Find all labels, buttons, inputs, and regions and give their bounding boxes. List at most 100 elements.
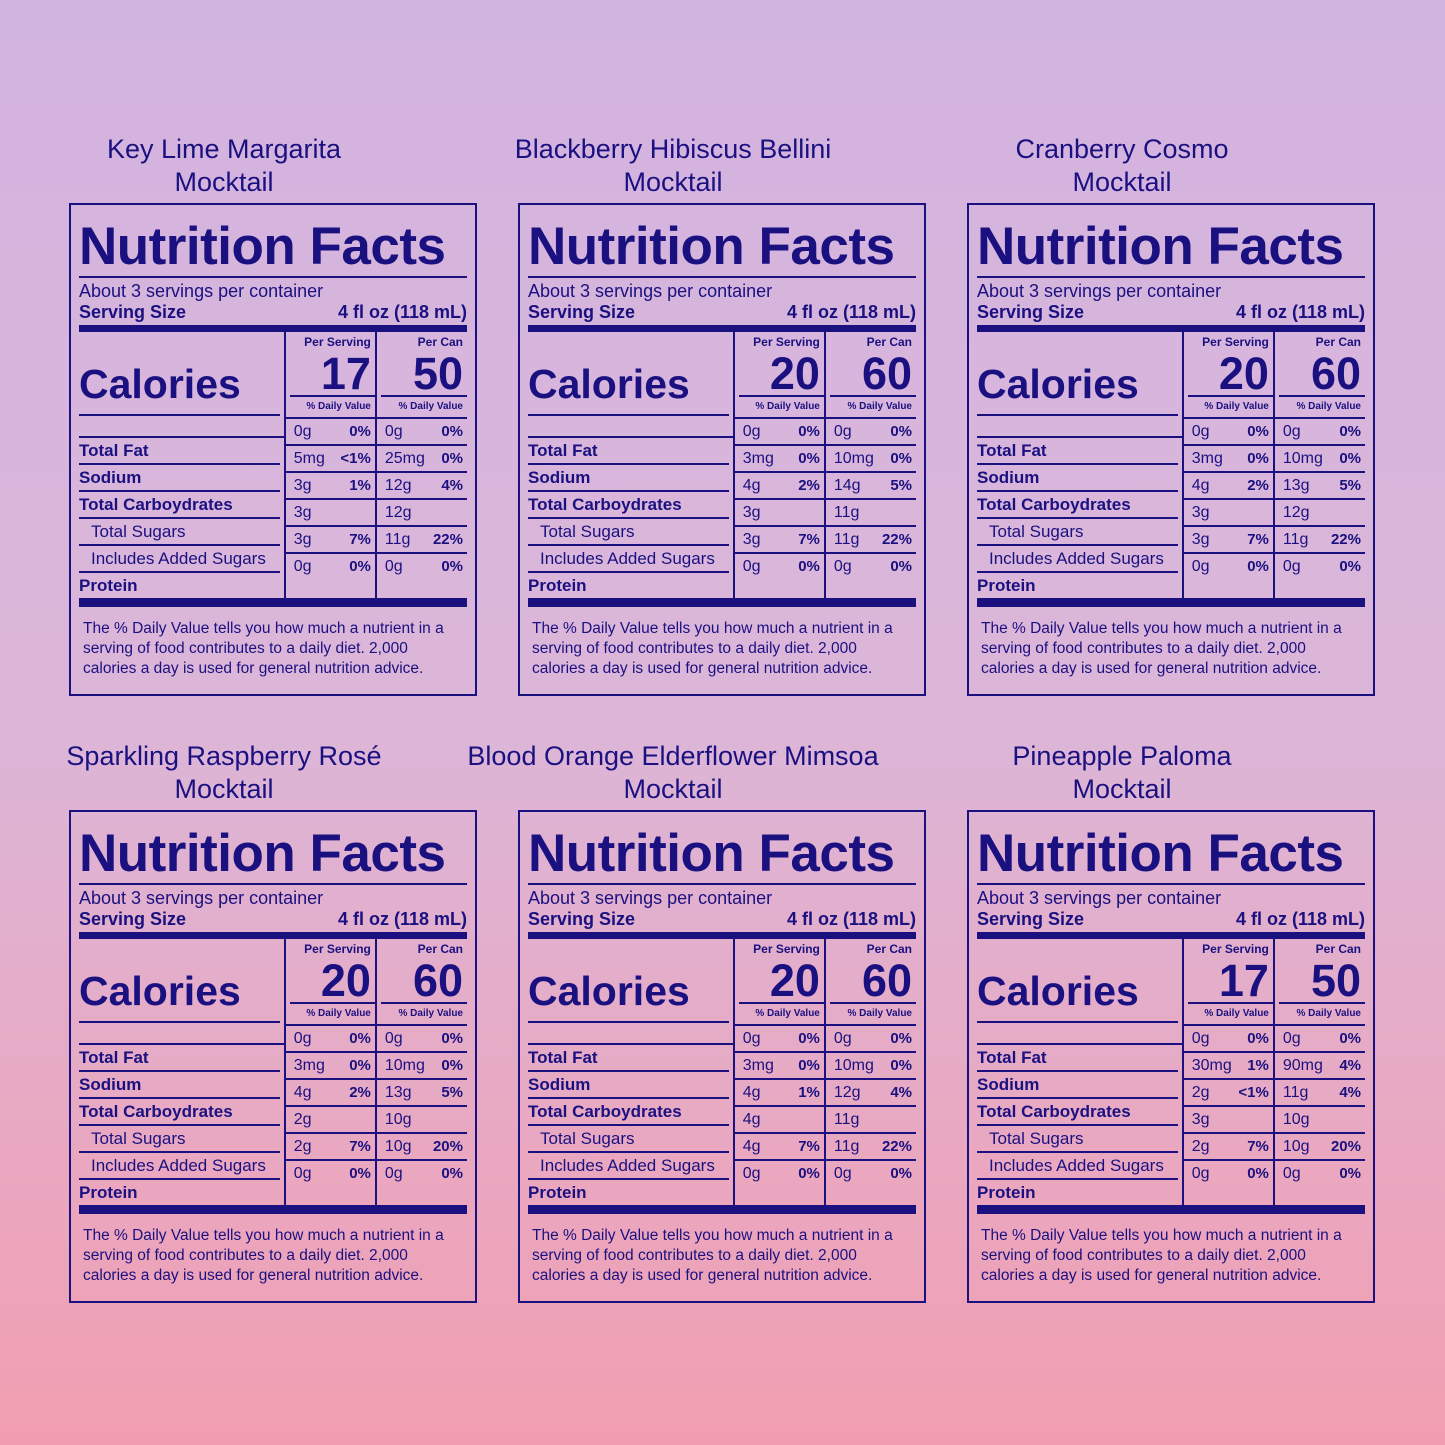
nutrient-value-row: 4g 2%	[285, 1080, 375, 1107]
amount: 3g	[293, 504, 312, 521]
percent: 7%	[349, 531, 371, 548]
nutrient-value-row: 10g	[1274, 1107, 1365, 1134]
percent: 22%	[432, 531, 463, 548]
nutrient-name: Protein	[977, 1183, 1036, 1202]
serving-size-row: Serving Size 4 fl oz (118 mL)	[977, 909, 1365, 939]
nutrient-name: Sodium	[977, 465, 1178, 492]
product-title-line1: Cranberry Cosmo	[1015, 134, 1229, 164]
percent: 0%	[1247, 423, 1269, 440]
amount: 0g	[742, 1030, 761, 1047]
nutrient-value-row: 10g 20%	[376, 1134, 467, 1161]
nutrient-value-row: 4g 2%	[1183, 473, 1273, 500]
percent: 7%	[1247, 1138, 1269, 1155]
amount: 13g	[384, 1084, 412, 1101]
calories-label: Calories	[79, 332, 280, 416]
percent: 0%	[1339, 558, 1361, 575]
percent: 0%	[349, 1030, 371, 1047]
nutrient-name: Total Sugars	[528, 1126, 729, 1153]
nutrient-value-row: 0g 0%	[1274, 1026, 1365, 1053]
percent: 4%	[1339, 1057, 1361, 1074]
per-can-column: Per Can 60 % Daily Value 0g 0% 10mg 0% 13g…	[1272, 332, 1365, 598]
percent: 0%	[890, 1030, 912, 1047]
nutrient-grid: Calories Total Fat Sodium Total Carboydr…	[977, 332, 1365, 607]
percent: 0%	[349, 1165, 371, 1182]
calories-per-serving: 20	[738, 351, 824, 397]
amount: 12g	[833, 1084, 861, 1101]
calories-label: Calories	[528, 332, 729, 416]
percent: 0%	[441, 1165, 463, 1182]
nutrient-value-row: 12g 4%	[376, 473, 467, 500]
percent: 4%	[1339, 1084, 1361, 1101]
dv-spacer	[528, 1023, 733, 1045]
percent: 0%	[349, 558, 371, 575]
product-title: Key Lime Margarita Mocktail	[0, 133, 448, 203]
nutrient-value-row: 10g	[376, 1107, 467, 1134]
nutrition-facts-heading: Nutrition Facts	[528, 824, 916, 885]
amount: 3mg	[742, 450, 774, 467]
nutrient-name: Total Fat	[977, 1045, 1178, 1072]
amount: 3mg	[742, 1057, 774, 1074]
amount: 4g	[742, 1138, 761, 1155]
amount: 12g	[1282, 504, 1310, 521]
product-title: Sparkling Raspberry Rosé Mocktail	[0, 740, 448, 810]
nutrient-value-row: 11g 22%	[825, 1134, 916, 1161]
nutrient-value-row: 0g 0%	[1184, 554, 1273, 579]
percent: 5%	[1339, 477, 1361, 494]
nutrient-name: Total Carboydrates	[528, 492, 729, 519]
calories-per-serving: 20	[738, 958, 824, 1004]
nutrient-grid: Calories Total Fat Sodium Total Carboydr…	[79, 939, 467, 1214]
percent: 5%	[890, 477, 912, 494]
servings-per-container: About 3 servings per container	[977, 281, 1222, 301]
nutrient-grid: Calories Total Fat Sodium Total Carboydr…	[977, 939, 1365, 1214]
percent: 0%	[349, 423, 371, 440]
nutrient-name: Total Sugars	[79, 1126, 280, 1153]
nutrition-facts-heading: Nutrition Facts	[977, 217, 1365, 278]
product-panel: Blood Orange Elderflower Mimsoa Mocktail…	[449, 740, 926, 1303]
nutrient-value-row: 13g 5%	[376, 1080, 467, 1107]
percent: 4%	[890, 1084, 912, 1101]
nutrient-name: Protein	[79, 1183, 138, 1202]
calories-label: Calories	[79, 939, 280, 1023]
percent: 0%	[441, 1030, 463, 1047]
percent: 22%	[1330, 531, 1361, 548]
percent: 20%	[432, 1138, 463, 1155]
daily-value-header: % Daily Value	[1274, 397, 1365, 419]
nutrient-value-row: 10g 20%	[1274, 1134, 1365, 1161]
nutrient-name-column: Calories Total Fat Sodium Total Carboydr…	[79, 332, 284, 598]
daily-value-footnote: The % Daily Value tells you how much a n…	[981, 1227, 1342, 1284]
nutrient-value-row: 0g 0%	[826, 1161, 916, 1186]
amount: 3g	[1191, 1111, 1210, 1128]
nutrient-value-row: 0g 0%	[1184, 1161, 1273, 1186]
product-title-line1: Blood Orange Elderflower Mimsoa	[467, 741, 879, 771]
nutrition-label: Nutrition Facts About 3 servings per con…	[518, 203, 926, 696]
serving-size-value: 4 fl oz (118 mL)	[337, 302, 467, 322]
amount: 12g	[384, 477, 412, 494]
calories-per-can: 50	[380, 351, 467, 397]
product-title: Cranberry Cosmo Mocktail	[898, 133, 1346, 203]
per-can-column: Per Can 60 % Daily Value 0g 0% 10mg 0% 13g…	[374, 939, 467, 1205]
nutrition-label: Nutrition Facts About 3 servings per con…	[967, 810, 1375, 1303]
nutrient-name: Total Sugars	[977, 519, 1178, 546]
daily-value-header: % Daily Value	[1274, 1004, 1365, 1026]
percent: <1%	[340, 450, 371, 467]
nutrition-facts-heading: Nutrition Facts	[977, 824, 1365, 885]
nutrient-value-row: 2g	[285, 1107, 375, 1134]
amount: 10g	[384, 1111, 412, 1128]
serving-size-label: Serving Size	[79, 909, 187, 929]
amount: 0g	[384, 558, 403, 575]
amount: 0g	[384, 1030, 403, 1047]
dv-spacer	[528, 416, 733, 438]
nutrient-grid: Calories Total Fat Sodium Total Carboydr…	[79, 332, 467, 607]
per-serving-header: Per Serving	[753, 942, 820, 956]
amount: 3g	[1191, 531, 1210, 548]
percent: 1%	[1247, 1057, 1269, 1074]
per-serving-column: Per Serving 17 % Daily Value 0g 0% 30mg 1%…	[1181, 939, 1273, 1205]
daily-value-header: % Daily Value	[285, 397, 375, 419]
percent: 0%	[1339, 423, 1361, 440]
per-can-header: Per Can	[1315, 335, 1361, 349]
daily-value-header: % Daily Value	[376, 397, 467, 419]
amount: 10mg	[384, 1057, 425, 1074]
nutrient-name: Total Carboydrates	[528, 1099, 729, 1126]
nutrient-name: Total Carboydrates	[79, 1099, 280, 1126]
serving-size-value: 4 fl oz (118 mL)	[1235, 302, 1365, 322]
